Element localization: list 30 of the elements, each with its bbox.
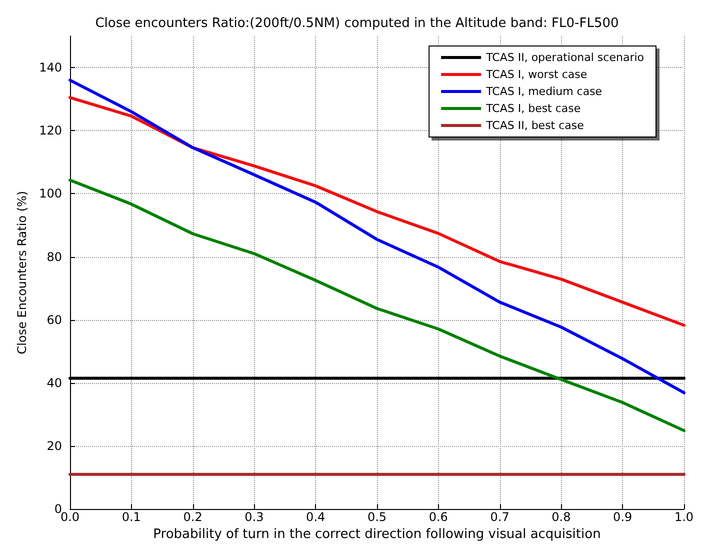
x-axis-title: Probability of turn in the correct direction following visual acquisition xyxy=(153,527,601,542)
x-tick-label: 0.4 xyxy=(306,510,326,524)
x-tick-label: 0.9 xyxy=(613,510,632,524)
x-tick-label: 0.0 xyxy=(60,510,80,524)
line-series xyxy=(68,78,686,394)
legend-label: TCAS I, medium case xyxy=(485,85,602,98)
y-tick-label: 120 xyxy=(39,124,62,138)
legend-label: TCAS I, best case xyxy=(485,102,581,115)
line-series xyxy=(68,178,686,432)
y-tick-label: 100 xyxy=(39,186,62,201)
line-series xyxy=(68,96,686,327)
y-tick-label: 140 xyxy=(39,60,62,75)
y-axis-title: Close Encounters Ratio (%) xyxy=(15,190,30,354)
y-tick-label: 40 xyxy=(46,376,62,390)
y-tick-label: 80 xyxy=(46,250,62,264)
y-tick-label: 60 xyxy=(46,312,62,327)
y-tick-label: 0 xyxy=(54,502,62,516)
x-tick-label: 0.2 xyxy=(183,510,202,524)
legend-label: TCAS II, best case xyxy=(485,119,584,132)
x-tick-label: 1.0 xyxy=(674,510,694,524)
chart-title: Close encounters Ratio:(200ft/0.5NM) computed in the Altitude band: FL0-FL500 xyxy=(95,16,619,31)
x-tick-label: 0.5 xyxy=(367,510,387,524)
x-tick-label: 0.6 xyxy=(428,510,448,524)
legend-label: TCAS II, operational scenario xyxy=(485,51,644,64)
x-tick-label: 0.7 xyxy=(490,510,510,524)
x-tick-label: 0.8 xyxy=(552,510,571,524)
legend-label: TCAS I, worst case xyxy=(485,68,588,81)
y-tick-label: 20 xyxy=(46,439,62,454)
x-tick-label: 0.3 xyxy=(244,510,264,524)
x-tick-label: 0.1 xyxy=(122,510,141,524)
